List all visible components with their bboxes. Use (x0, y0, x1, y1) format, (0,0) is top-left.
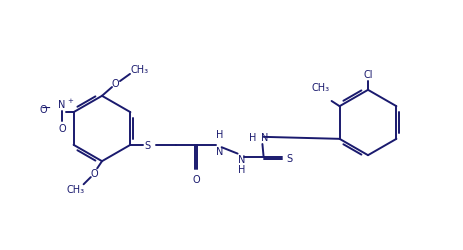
Text: Cl: Cl (363, 70, 372, 79)
Text: −: − (40, 102, 50, 114)
Text: N: N (215, 147, 222, 157)
Text: H: H (249, 132, 256, 142)
Text: H: H (215, 130, 222, 140)
Text: CH₃: CH₃ (311, 82, 329, 92)
Text: O: O (58, 124, 66, 134)
Text: O: O (90, 168, 98, 178)
Text: O: O (39, 104, 47, 115)
Text: N: N (261, 132, 268, 142)
Text: S: S (144, 140, 150, 150)
Text: O: O (111, 79, 119, 89)
Text: +: + (68, 98, 73, 104)
Text: CH₃: CH₃ (130, 64, 148, 74)
Text: O: O (193, 174, 200, 184)
Text: H: H (237, 164, 244, 174)
Text: S: S (285, 153, 292, 163)
Text: N: N (58, 100, 66, 110)
Text: N: N (237, 155, 244, 165)
Text: CH₃: CH₃ (66, 184, 84, 194)
